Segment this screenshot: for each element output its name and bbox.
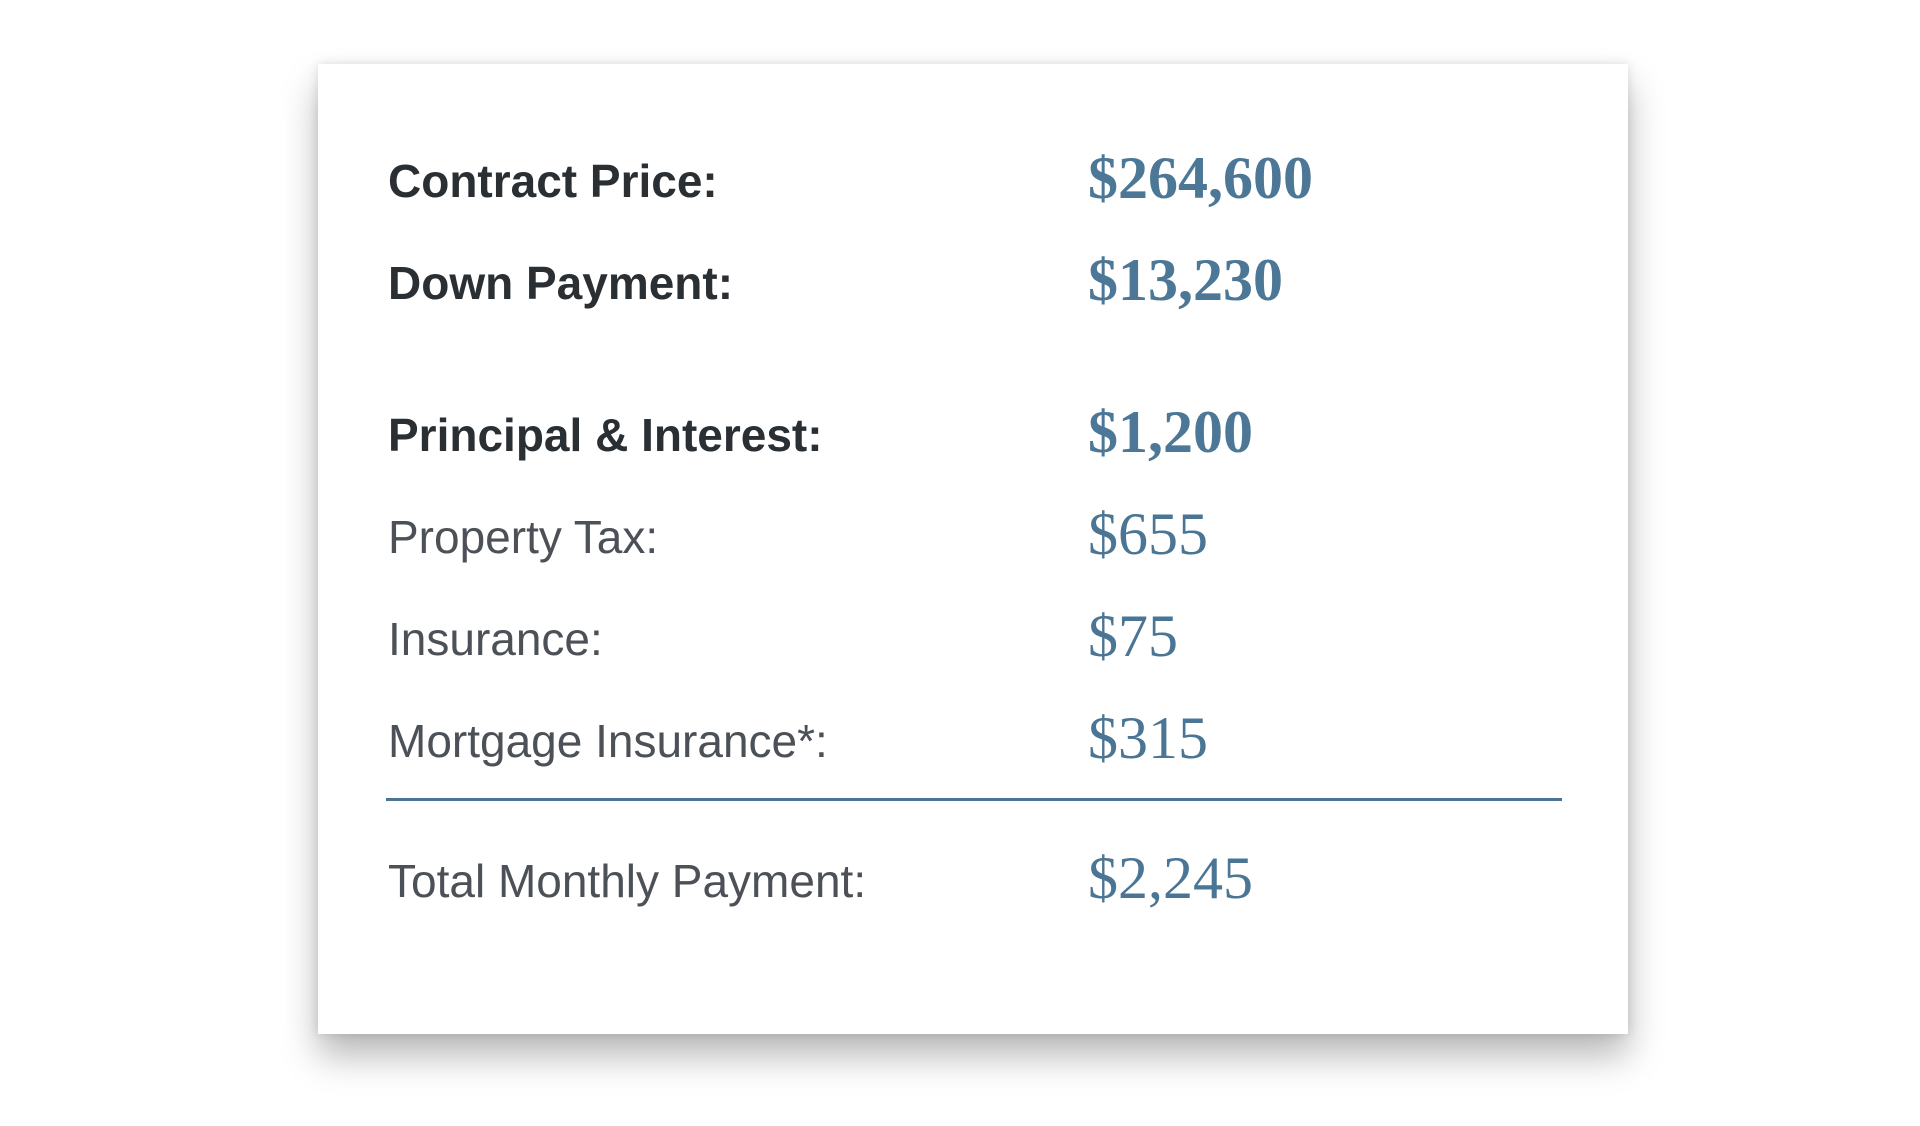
mortgage-insurance-row: Mortgage Insurance*: $315: [388, 698, 1568, 778]
total-monthly-value: $2,245: [1088, 845, 1253, 911]
insurance-row: Insurance: $75: [388, 596, 1568, 676]
principal-interest-row: Principal & Interest: $1,200: [388, 392, 1568, 472]
down-payment-row: Down Payment: $13,230: [388, 240, 1568, 320]
mortgage-insurance-label: Mortgage Insurance*:: [388, 715, 828, 767]
contract-price-label: Contract Price:: [388, 155, 718, 207]
insurance-label: Insurance:: [388, 613, 603, 665]
contract-price-value: $264,600: [1088, 145, 1313, 211]
property-tax-value: $655: [1088, 501, 1208, 567]
insurance-value: $75: [1088, 603, 1178, 669]
total-divider: [386, 798, 1562, 801]
payment-summary-card: Contract Price: $264,600 Down Payment: $…: [318, 64, 1628, 1034]
down-payment-label: Down Payment:: [388, 257, 734, 309]
total-monthly-row: Total Monthly Payment: $2,245: [388, 838, 1568, 918]
total-monthly-label: Total Monthly Payment:: [388, 855, 867, 907]
property-tax-label: Property Tax:: [388, 511, 659, 563]
principal-interest-value: $1,200: [1088, 399, 1253, 465]
principal-interest-label: Principal & Interest:: [388, 409, 823, 461]
down-payment-value: $13,230: [1088, 247, 1283, 313]
property-tax-row: Property Tax: $655: [388, 494, 1568, 574]
mortgage-insurance-value: $315: [1088, 705, 1208, 771]
contract-price-row: Contract Price: $264,600: [388, 138, 1568, 218]
